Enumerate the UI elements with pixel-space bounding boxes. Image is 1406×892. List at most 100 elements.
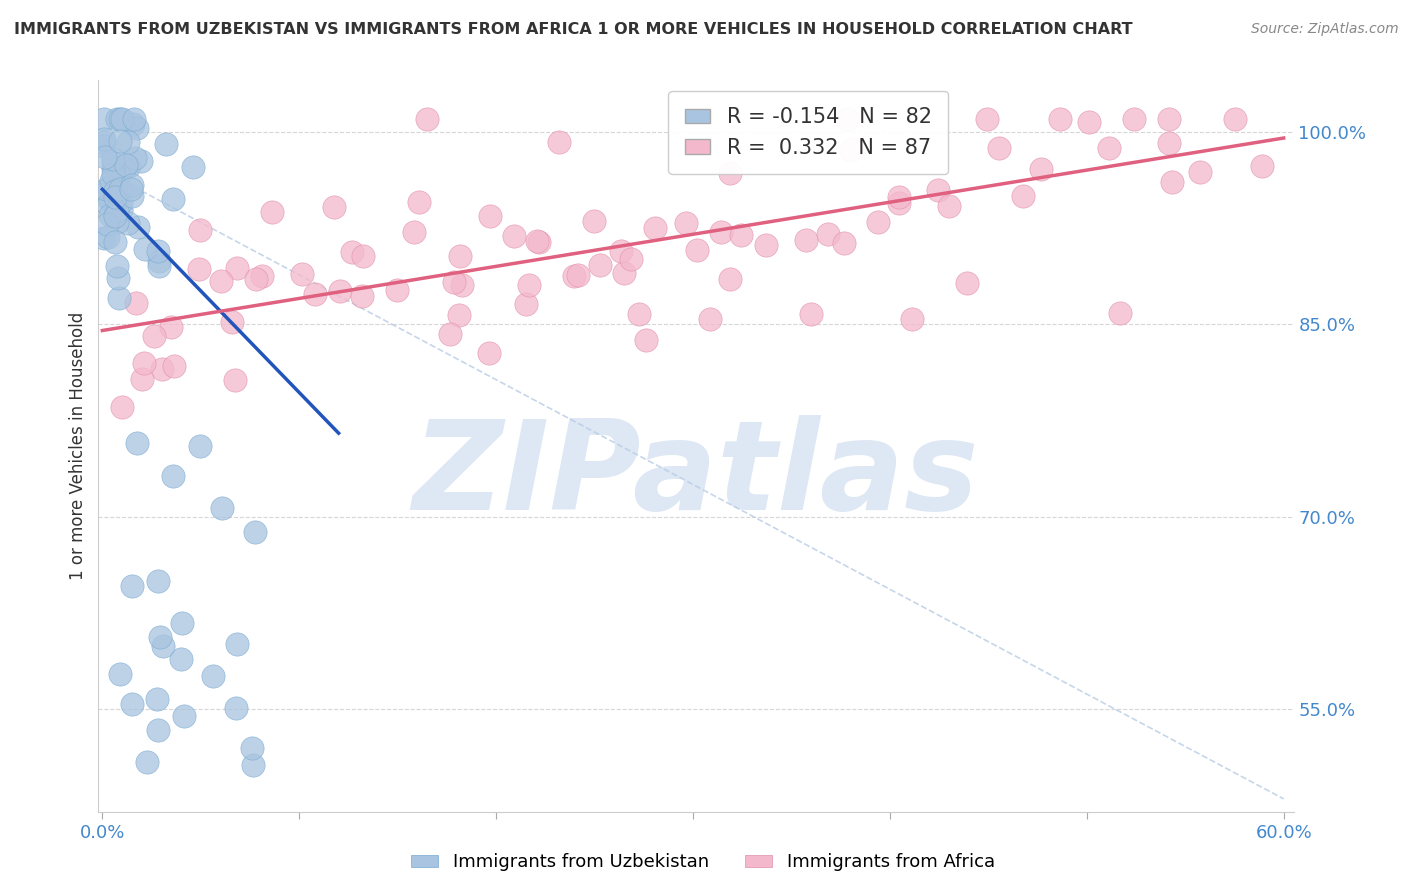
Point xyxy=(170,615,193,630)
Point xyxy=(108,666,131,681)
Point xyxy=(224,374,246,388)
Point xyxy=(127,220,149,235)
Point xyxy=(794,233,817,247)
Point xyxy=(112,161,135,176)
Point xyxy=(121,117,143,131)
Point xyxy=(93,231,115,245)
Point xyxy=(1098,141,1121,155)
Point xyxy=(1159,112,1181,126)
Point xyxy=(202,668,225,682)
Point xyxy=(243,524,266,539)
Point xyxy=(125,436,148,450)
Point xyxy=(613,266,636,280)
Point xyxy=(181,160,204,174)
Point xyxy=(100,194,122,208)
Point xyxy=(408,195,430,210)
Point xyxy=(526,234,548,248)
Point xyxy=(730,228,752,243)
Point xyxy=(103,161,125,176)
Point xyxy=(145,692,167,706)
Point xyxy=(718,272,741,286)
Point xyxy=(169,652,191,666)
Point xyxy=(956,276,979,290)
Point xyxy=(105,203,128,218)
Point xyxy=(720,166,742,180)
Point xyxy=(1251,159,1274,173)
Point xyxy=(148,254,170,268)
Point xyxy=(628,307,651,321)
Point xyxy=(93,138,115,153)
Point xyxy=(160,320,183,334)
Point xyxy=(1012,189,1035,203)
Legend: R = -0.154   N = 82, R =  0.332   N = 87: R = -0.154 N = 82, R = 0.332 N = 87 xyxy=(668,91,949,175)
Point xyxy=(832,235,855,250)
Point xyxy=(120,181,142,195)
Point xyxy=(260,205,283,219)
Point xyxy=(124,112,146,126)
Point xyxy=(149,630,172,644)
Point xyxy=(887,195,910,210)
Point xyxy=(146,574,169,588)
Point xyxy=(108,112,131,126)
Legend: Immigrants from Uzbekistan, Immigrants from Africa: Immigrants from Uzbekistan, Immigrants f… xyxy=(404,847,1002,879)
Point xyxy=(187,261,209,276)
Point xyxy=(927,183,949,197)
Point xyxy=(1123,112,1146,126)
Text: IMMIGRANTS FROM UZBEKISTAN VS IMMIGRANTS FROM AFRICA 1 OR MORE VEHICLES IN HOUSE: IMMIGRANTS FROM UZBEKISTAN VS IMMIGRANTS… xyxy=(14,22,1133,37)
Point xyxy=(517,277,540,292)
Point xyxy=(385,283,408,297)
Point xyxy=(839,143,862,157)
Point xyxy=(503,228,526,243)
Point xyxy=(108,134,131,148)
Point xyxy=(98,193,121,207)
Point xyxy=(245,272,267,286)
Point xyxy=(134,243,156,257)
Point xyxy=(610,244,633,259)
Point xyxy=(710,225,733,239)
Point xyxy=(644,220,666,235)
Point xyxy=(111,401,134,415)
Point xyxy=(110,194,132,209)
Point xyxy=(97,230,120,244)
Point xyxy=(121,189,143,203)
Point xyxy=(1029,162,1052,177)
Point xyxy=(352,289,374,303)
Point xyxy=(93,112,115,126)
Text: ZIPatlas: ZIPatlas xyxy=(413,415,979,536)
Point xyxy=(988,141,1011,155)
Point xyxy=(97,181,120,195)
Point xyxy=(889,190,911,204)
Point xyxy=(96,217,118,231)
Point xyxy=(121,697,143,711)
Point xyxy=(107,271,129,285)
Point xyxy=(686,243,709,257)
Point xyxy=(226,260,249,275)
Point xyxy=(103,152,125,166)
Point xyxy=(938,199,960,213)
Point xyxy=(1189,165,1212,179)
Point xyxy=(755,238,778,252)
Point xyxy=(478,345,501,359)
Point xyxy=(98,208,121,222)
Point xyxy=(450,277,472,292)
Point xyxy=(117,216,139,230)
Point xyxy=(402,225,425,239)
Point xyxy=(107,167,129,181)
Point xyxy=(110,202,132,217)
Point xyxy=(93,135,115,149)
Point xyxy=(105,112,128,127)
Point xyxy=(121,178,143,192)
Point xyxy=(115,158,138,172)
Point xyxy=(240,740,263,755)
Point xyxy=(449,249,471,263)
Point xyxy=(94,182,117,196)
Point xyxy=(209,274,232,288)
Point xyxy=(221,315,243,329)
Point xyxy=(225,701,247,715)
Point xyxy=(415,112,437,126)
Point xyxy=(619,252,641,266)
Point xyxy=(111,112,134,126)
Point xyxy=(131,372,153,386)
Point xyxy=(104,180,127,194)
Point xyxy=(226,637,249,651)
